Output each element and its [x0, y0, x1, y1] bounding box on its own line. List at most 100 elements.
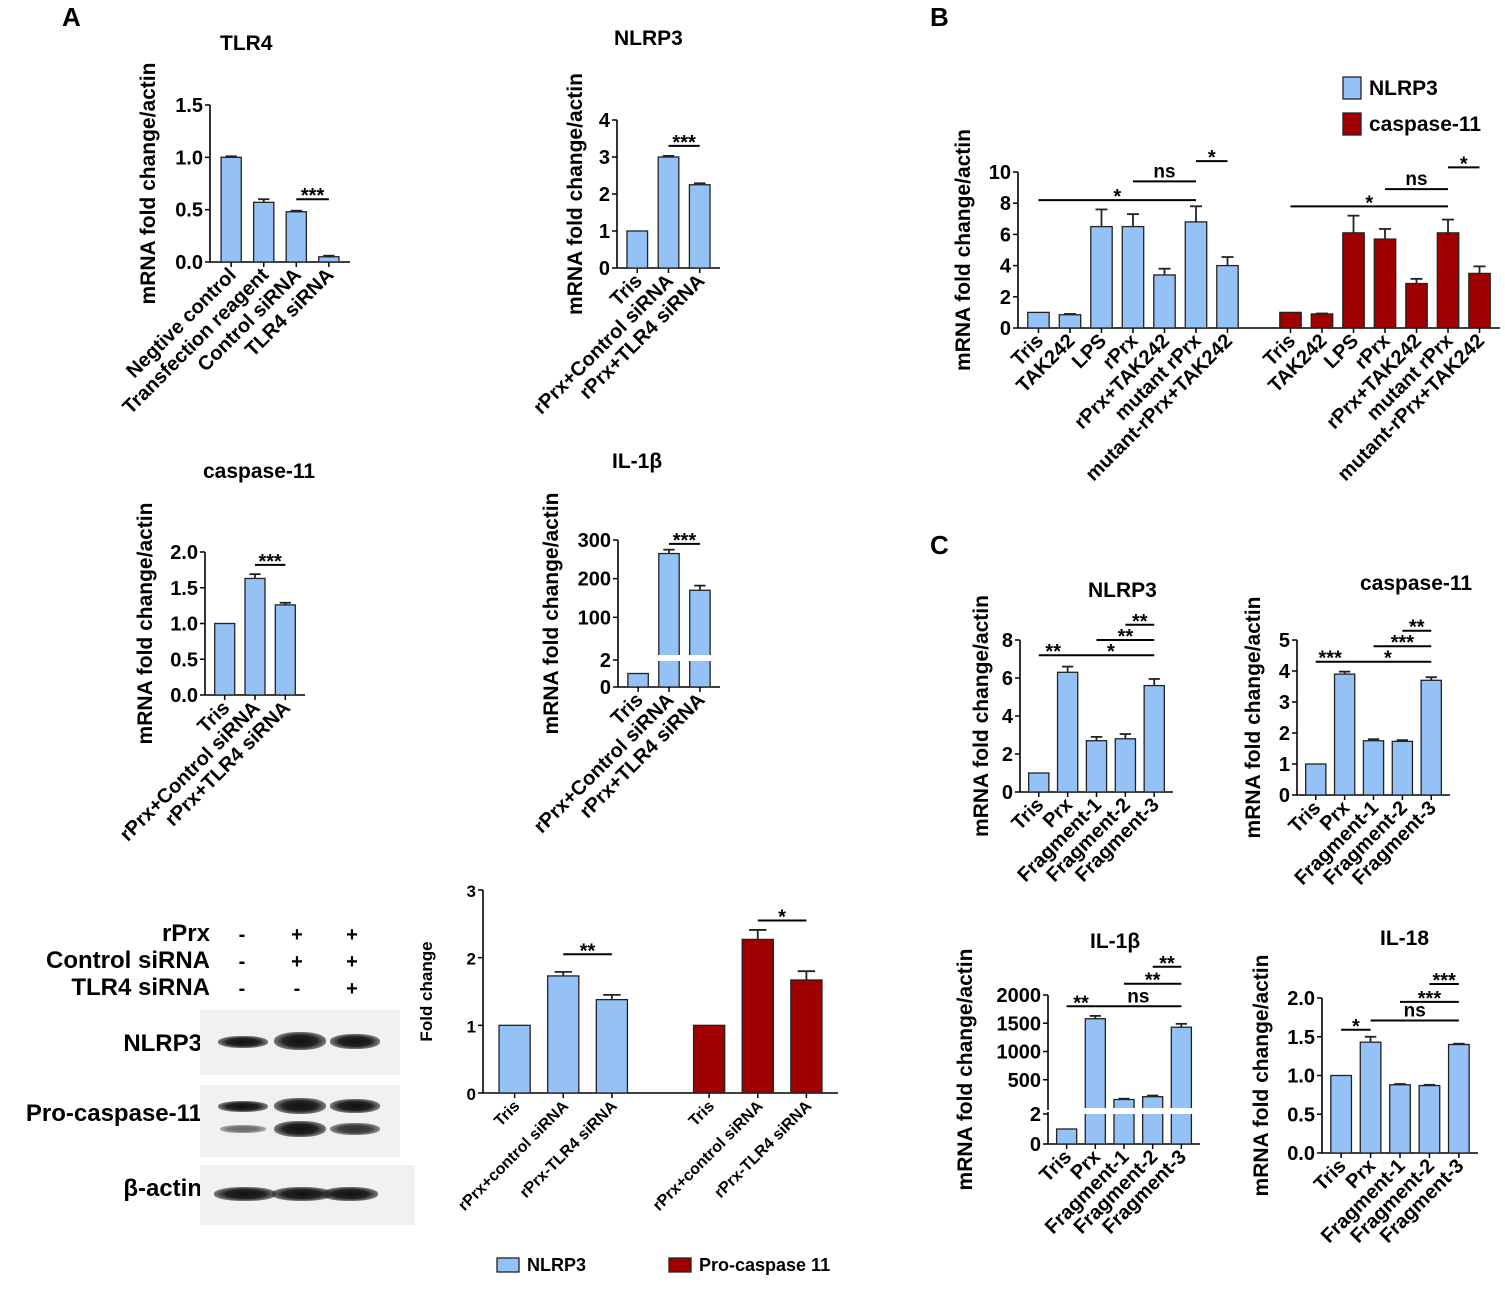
y-tick-label: 1.5 [1287, 1027, 1315, 1049]
significance-label: ** [1409, 617, 1425, 639]
bar [1405, 282, 1428, 329]
y-tick-label: 1 [467, 1017, 476, 1036]
band [274, 1098, 326, 1114]
chart-title: NLRP3 [1088, 579, 1157, 602]
y-tick-label: 0 [1000, 318, 1011, 340]
significance-label: * [1107, 641, 1115, 663]
legend-label: caspase-11 [1369, 113, 1481, 136]
significance-label: *** [1391, 632, 1415, 654]
bar [1418, 1084, 1441, 1154]
bar [1055, 1128, 1078, 1145]
bar [1468, 272, 1491, 329]
y-tick-label: 2 [1279, 723, 1290, 745]
y-tick-label: 0.5 [1287, 1104, 1315, 1126]
y-tick-label: 0 [467, 1085, 476, 1104]
chart-title: IL-18 [1380, 927, 1429, 950]
y-axis-label: Fold change [417, 941, 436, 1041]
significance-label: *** [672, 132, 696, 154]
y-tick-label: 6 [1000, 224, 1011, 246]
chart-title: caspase-11 [203, 460, 315, 483]
significance-label: *** [258, 551, 282, 573]
y-tick-label: 10 [989, 162, 1011, 184]
bar [1170, 1026, 1193, 1145]
significance-label: * [1460, 153, 1468, 175]
bar [1216, 264, 1239, 329]
y-tick-label: 3 [599, 147, 610, 169]
significance-label: ** [1159, 953, 1175, 975]
band [322, 1187, 378, 1201]
bar [1121, 225, 1145, 329]
condition-label: Control siRNA [46, 947, 210, 974]
y-tick-label: 3 [1279, 692, 1290, 714]
axis-break [620, 655, 722, 661]
bar [689, 589, 711, 688]
y-tick-label: 2 [1000, 287, 1011, 309]
band [330, 1123, 380, 1135]
y-tick-label: 0.0 [1287, 1143, 1315, 1165]
y-axis-label: mRNA fold change/actin [564, 73, 587, 315]
band [330, 1034, 380, 1049]
y-axis-label: mRNA fold change/actin [1250, 955, 1273, 1197]
x-tick-label: Tris [491, 1098, 523, 1130]
chart-title: IL-1β [612, 450, 662, 473]
y-tick-label: 2 [599, 184, 610, 206]
y-tick-label: 6 [1002, 668, 1013, 690]
bar [547, 975, 580, 1094]
y-tick-label: 8 [1000, 193, 1011, 215]
bar [1447, 1043, 1470, 1154]
significance-label: ** [1045, 641, 1061, 663]
y-tick-label: 1.5 [175, 95, 203, 117]
blot-pro-caspase-11 [200, 1085, 400, 1157]
legend-swatch [496, 1257, 520, 1273]
condition-sign: + [346, 951, 358, 973]
y-tick-label: 300 [578, 530, 611, 552]
significance-label: *** [1319, 648, 1343, 670]
y-tick-label: 0.5 [170, 649, 198, 671]
legend-swatch [668, 1257, 692, 1273]
blot-nlrp3 [200, 1010, 400, 1075]
bar [1090, 225, 1113, 329]
condition-label: TLR4 siRNA [71, 974, 210, 1001]
y-axis-label: mRNA fold change/actin [1242, 597, 1265, 839]
x-tick-label: Tris [686, 1098, 718, 1130]
condition-sign: - [238, 951, 246, 973]
condition-sign: + [291, 924, 303, 946]
bar [1362, 740, 1385, 796]
band [220, 1125, 266, 1133]
y-axis-label: mRNA fold change/actin [134, 503, 157, 745]
bar [1389, 1084, 1411, 1154]
bar [318, 256, 340, 263]
y-tick-label: 0 [599, 258, 610, 280]
chart-c_il18: IL-18 mRNA fold change/actin 0.0 0.5 1.0 1.5 2… [1250, 927, 1478, 1248]
bar [790, 979, 823, 1094]
y-tick-label: 0 [1002, 782, 1013, 804]
legend-swatch [1342, 76, 1362, 100]
bar [688, 184, 711, 269]
chart-title: TLR4 [220, 32, 273, 55]
bar [252, 201, 275, 263]
x-tick-label: rPrx-TLR4 siRNA [517, 1097, 621, 1201]
bar [1420, 679, 1442, 796]
significance-label: *** [673, 530, 697, 552]
band [272, 1187, 332, 1201]
y-axis-label: mRNA fold change/actin [970, 595, 993, 837]
significance-label: * [1384, 648, 1392, 670]
y-axis-label: mRNA fold change/actin [137, 63, 160, 305]
significance-label: ** [1132, 611, 1148, 633]
y-tick-label: 3 [467, 882, 476, 901]
y-tick-label: 2 [467, 950, 476, 969]
condition-sign: - [238, 978, 246, 1000]
y-tick-label: 2 [1030, 1104, 1041, 1126]
y-tick-label: 100 [578, 607, 611, 629]
chart-a_casp11: caspase-11 mRNA fold change/actin 0.0 0.5 1.… [116, 460, 316, 846]
bar [1310, 313, 1334, 329]
legend-label: NLRP3 [1369, 77, 1438, 100]
y-tick-label: 1 [599, 221, 610, 243]
bar [1436, 232, 1460, 329]
y-tick-label: 1.0 [175, 147, 203, 169]
y-tick-label: 0 [1279, 785, 1290, 807]
bar [1143, 684, 1165, 793]
